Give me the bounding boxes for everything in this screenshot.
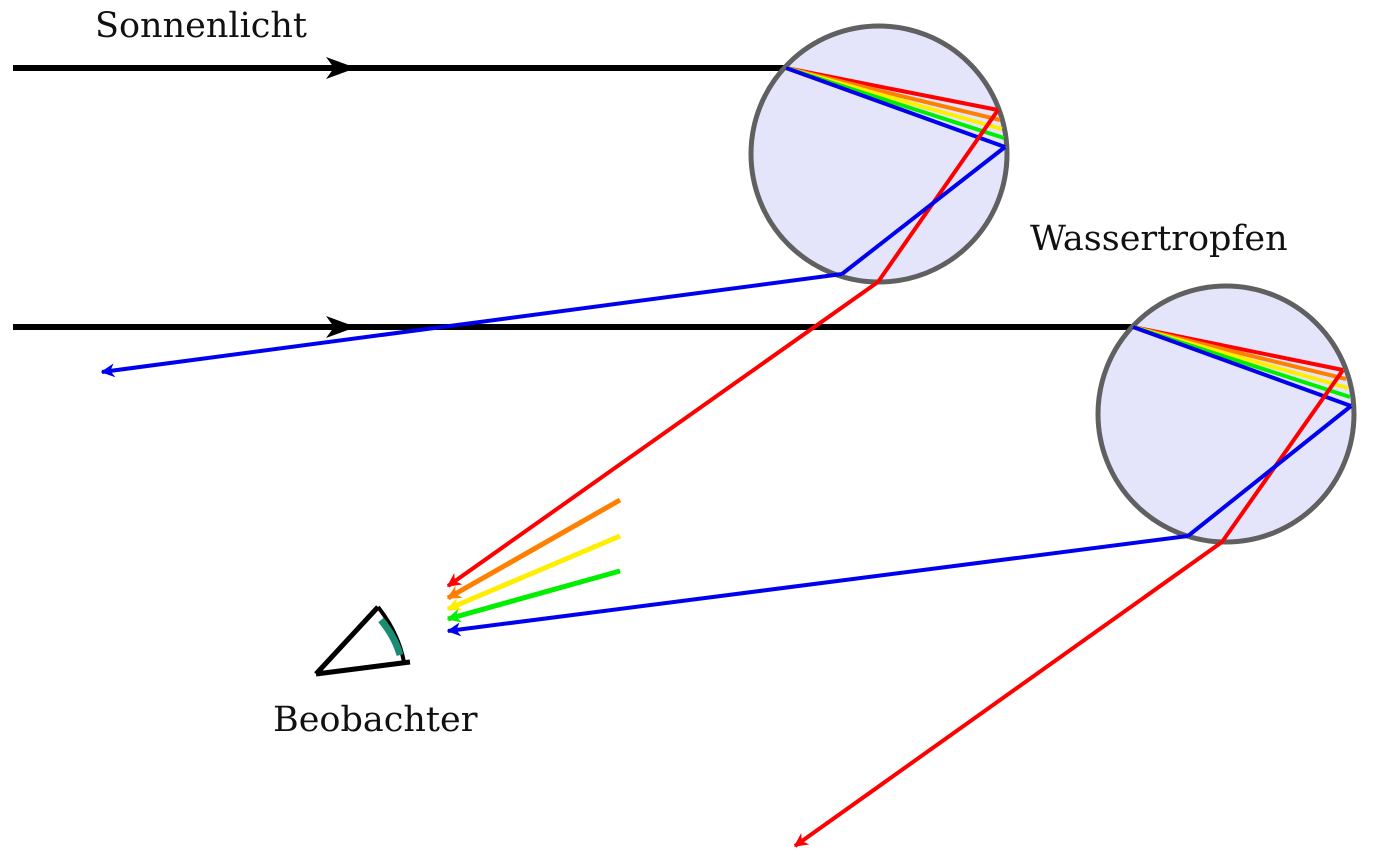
sunlight-rays: [13, 57, 1133, 338]
droplet-1-red-reflect: [876, 108, 1000, 284]
droplet-2-blue-in: [1132, 325, 1352, 408]
droplet-2-blue-reflect: [1186, 404, 1353, 538]
droplet-1-blue-reflect: [840, 145, 1007, 276]
observer-lower-edge: [315, 659, 411, 677]
droplet-1-blue-in: [785, 66, 1006, 149]
label-sunlight: Sonnenlicht: [95, 6, 307, 46]
droplet-2-red-exit: [793, 540, 1224, 848]
sun-ray-2-arrow: [326, 316, 356, 338]
green-ray: [446, 568, 621, 623]
observer-arc-highlight: [378, 617, 404, 657]
label-droplet: Wassertropfen: [1030, 219, 1288, 259]
orange-ray: [446, 497, 622, 601]
eye-cone-icon: [314, 605, 411, 677]
yellow-ray: [446, 533, 621, 612]
droplet-2-red-reflect: [1220, 368, 1345, 544]
droplet-1-blue-exit: [100, 272, 843, 378]
droplet-1-red-exit: [446, 280, 880, 588]
droplet-2: [1095, 283, 1357, 545]
droplet-2-blue-exit: [446, 534, 1189, 637]
observer-upper-edge: [314, 605, 380, 676]
exit-rays: [100, 272, 1224, 848]
droplet-1: [748, 23, 1010, 285]
sun-ray-1-arrow: [326, 57, 356, 79]
droplet-2-circle: [1095, 283, 1357, 545]
label-observer: Beobachter: [273, 700, 478, 740]
